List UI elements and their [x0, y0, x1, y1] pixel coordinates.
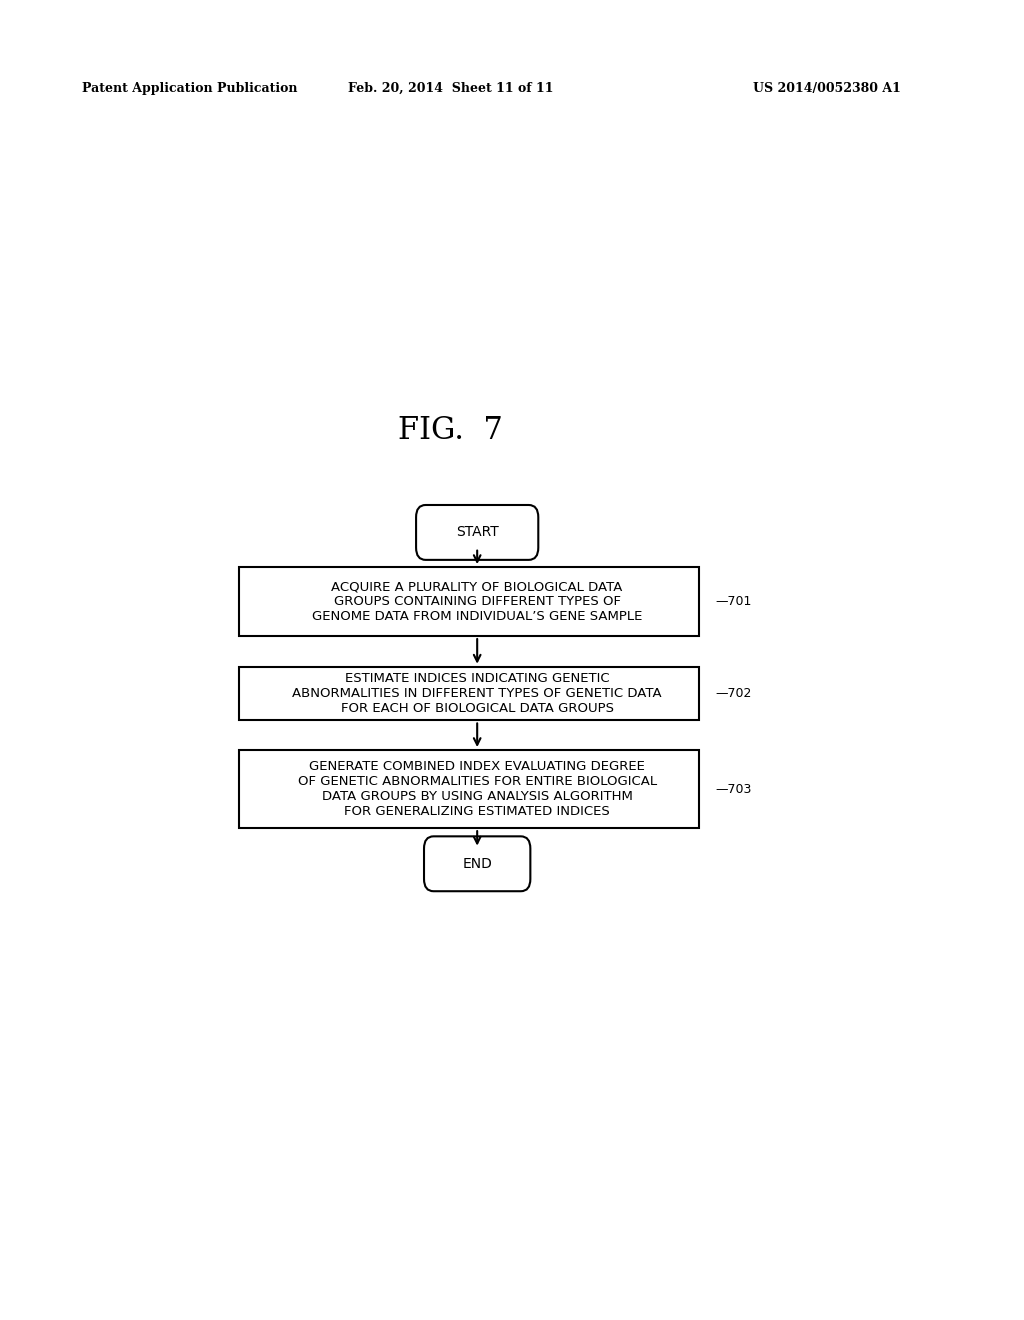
FancyBboxPatch shape: [424, 837, 530, 891]
Text: FIG.  7: FIG. 7: [398, 414, 503, 446]
Text: ACQUIRE A PLURALITY OF BIOLOGICAL DATA
GROUPS CONTAINING DIFFERENT TYPES OF
GENO: ACQUIRE A PLURALITY OF BIOLOGICAL DATA G…: [312, 579, 642, 623]
Text: GENERATE COMBINED INDEX EVALUATING DEGREE
OF GENETIC ABNORMALITIES FOR ENTIRE BI: GENERATE COMBINED INDEX EVALUATING DEGRE…: [298, 760, 656, 818]
Text: END: END: [462, 857, 493, 871]
Text: START: START: [456, 525, 499, 540]
Text: —702: —702: [715, 686, 752, 700]
Bar: [240, 750, 699, 828]
Text: US 2014/0052380 A1: US 2014/0052380 A1: [754, 82, 901, 95]
Text: Feb. 20, 2014  Sheet 11 of 11: Feb. 20, 2014 Sheet 11 of 11: [348, 82, 553, 95]
Text: Patent Application Publication: Patent Application Publication: [82, 82, 297, 95]
FancyBboxPatch shape: [416, 506, 539, 560]
Text: —703: —703: [715, 783, 752, 796]
Bar: [240, 667, 699, 721]
Text: —701: —701: [715, 595, 752, 609]
Text: ESTIMATE INDICES INDICATING GENETIC
ABNORMALITIES IN DIFFERENT TYPES OF GENETIC : ESTIMATE INDICES INDICATING GENETIC ABNO…: [293, 672, 662, 715]
Bar: [240, 568, 699, 636]
